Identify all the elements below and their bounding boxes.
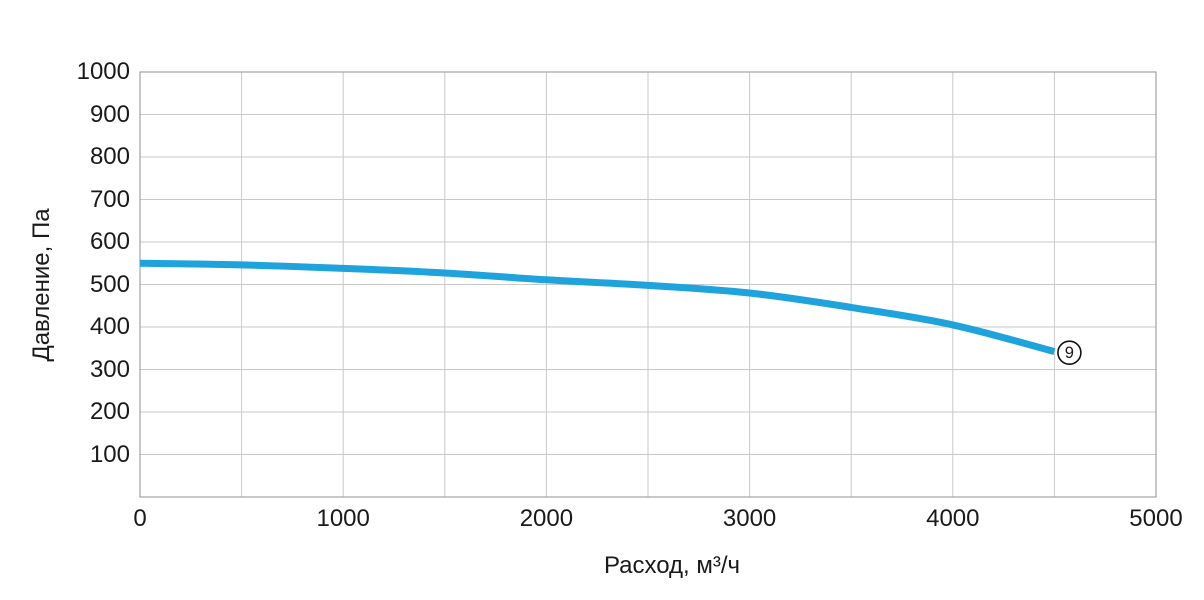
plot-frame — [139, 71, 1157, 498]
x-tick-label: 2000 — [519, 505, 574, 532]
y-axis-label: Давление, Па — [28, 208, 55, 362]
y-tick-label: 500 — [89, 270, 130, 298]
y-tick-label: 800 — [89, 143, 130, 170]
y-tick-label: 200 — [89, 398, 130, 425]
series-end-marker-label: 9 — [1065, 344, 1074, 362]
y-tick-label: 400 — [89, 313, 130, 340]
y-tick-label: 600 — [89, 228, 130, 255]
x-tick-label: 4000 — [926, 505, 980, 532]
y-tick-label: 700 — [89, 185, 130, 213]
x-tick-label: 1000 — [316, 505, 370, 532]
y-tick-label: 1000 — [76, 58, 130, 85]
series-curve — [139, 259, 1056, 355]
series-end-marker: 9 — [1057, 340, 1082, 365]
series-end-marker-circle — [1057, 340, 1082, 365]
y-tick-label: 100 — [89, 440, 130, 468]
x-axis-label: Расход, м³/ч — [603, 552, 741, 579]
x-tick-label: 3000 — [722, 505, 777, 532]
y-tick-label: 900 — [89, 100, 130, 128]
x-tick-label: 5000 — [1129, 505, 1183, 532]
y-tick-label: 300 — [89, 355, 130, 383]
x-tick-label: 0 — [133, 505, 147, 532]
